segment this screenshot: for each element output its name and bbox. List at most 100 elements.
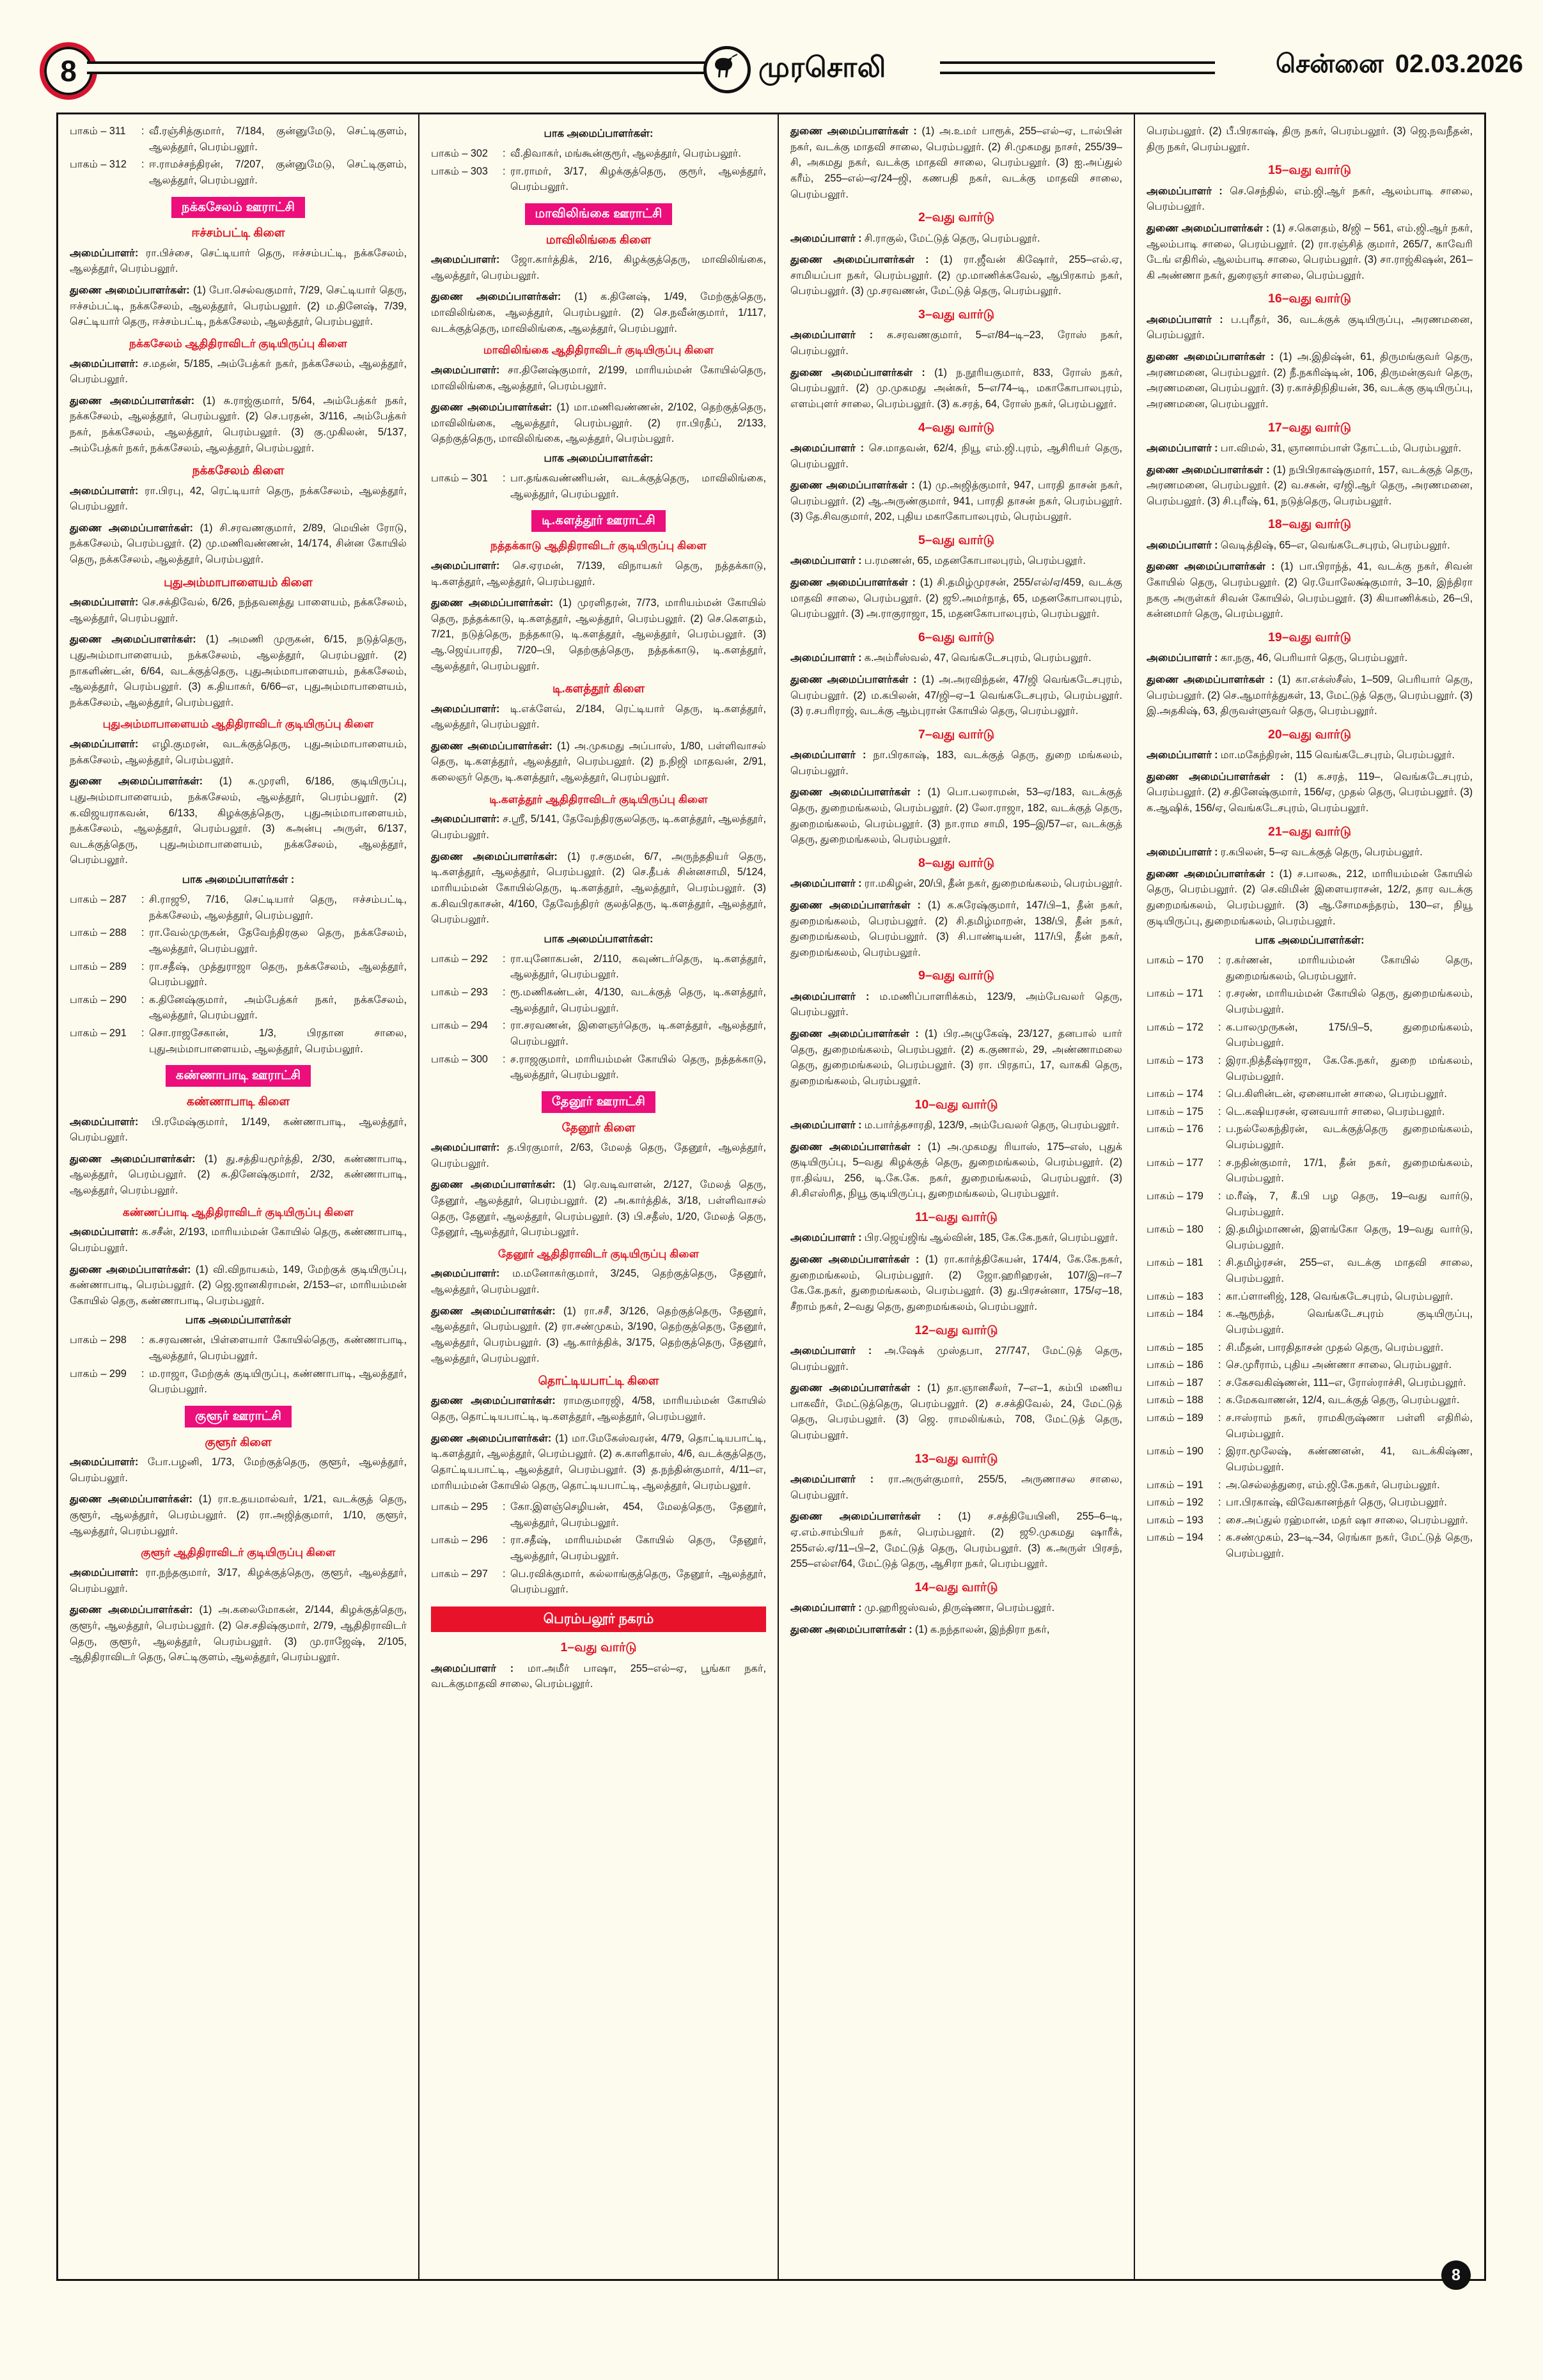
part-colon: : [1218, 1054, 1221, 1066]
part-colon: : [1218, 1190, 1221, 1202]
part-value: செ.முரீராம், புதிய அண்ணா சாலை, பெரம்பலூர… [1226, 1359, 1452, 1371]
part-colon: : [141, 125, 145, 137]
part-colon: : [1218, 988, 1221, 1000]
part-colon: : [1218, 1445, 1221, 1458]
organizer-role-label: அமைப்பாளர் : [431, 1662, 514, 1674]
organizer-paragraph: அமைப்பாளர்: ச.மதன், 5/185, அம்பேத்கர் நக… [70, 357, 407, 385]
organizer-paragraph: அமைப்பாளர்: பி.ரமேஷ்குமார், 1/149, கண்ணா… [70, 1116, 407, 1144]
organizer-role-label: துணை அமைப்பாளர்கள் : [790, 577, 916, 588]
part-colon: : [503, 165, 506, 177]
part-label: பாகம் – 298 [70, 1334, 127, 1346]
part-colon: : [503, 986, 506, 999]
part-label: பாகம் – 191 [1147, 1479, 1203, 1491]
part-colon: : [503, 1567, 506, 1580]
part-entry: பாகம் – 181: சி.தமிழ்ரசன், 255–எ, வடக்கு … [1147, 1255, 1473, 1286]
part-entry: பாகம் – 187: ச.கேசவகிஷ்ணன், 111–எ, ரோஸ்ரா… [1147, 1375, 1473, 1391]
organizer-role-label: துணை அமைப்பாளர்கள்: [70, 634, 196, 646]
organizer-paragraph: துணை அமைப்பாளர்கள் : (1) ரா.கார்த்திகேயன… [790, 1254, 1122, 1312]
organizer-paragraph: துணை அமைப்பாளர்கள் : (1) கா.எக்ஸ்சீஸ், 1… [1147, 673, 1473, 717]
organizer-role-label: துணை அமைப்பாளர்கள்: [431, 1395, 556, 1407]
part-value: ரா.யுனோகபன், 2/110, கவுண்டர்தெரு, டி.களத… [510, 953, 766, 981]
part-value: அ.செல்லத்துரை, எம்.ஜி.கே.நகர், பெரம்பலூர… [1226, 1479, 1440, 1491]
organizer-paragraph: அமைப்பாளர் : ரா.அருள்குமார், 255/5, அருண… [790, 1474, 1122, 1501]
part-label: பாகம் – 171 [1147, 988, 1203, 1000]
part-label: பாகம் – 287 [70, 894, 127, 906]
part-colon: : [141, 894, 145, 906]
part-value: ம.ரீஷ், 7, கீ.பி பழ தெரு, 19–வது வார்டு,… [1226, 1190, 1473, 1218]
part-label: பாகம் – 292 [431, 953, 488, 965]
organizer-role-label: துணை அமைப்பாளர்கள் : [790, 1028, 919, 1039]
part-entry: பாகம் – 179: ம.ரீஷ், 7, கீ.பி பழ தெரு, 19… [1147, 1188, 1473, 1220]
part-organizers-heading: பாக அமைப்பாளர்கள் : [182, 874, 295, 886]
organizer-paragraph: அமைப்பாளர்: க.சசீன், 2/193, மாரியம்மன் க… [70, 1226, 407, 1254]
part-value: சி.ராஜூ, 7/16, செட்டியார் தெரு, ஈச்சம்பட… [149, 894, 407, 921]
part-label: பாகம் – 300 [431, 1053, 488, 1065]
organizer-paragraph: துணை அமைப்பாளர்கள் : (1) பொ.பலராமன், 53–… [790, 786, 1122, 846]
organizer-paragraph: அமைப்பாளர்: ச.ஸ்ரீ, 5/141, தேவேந்திரகுலத… [431, 813, 766, 841]
part-label: பாகம் – 192 [1147, 1497, 1203, 1509]
part-colon: : [503, 472, 506, 485]
organizer-paragraph: துணை அமைப்பாளர்கள்: (1) அ.முகமது அப்பாஸ்… [431, 740, 766, 784]
branch-heading: கண்ணப்பாடி ஆதிதிராவிடர் குடியிருப்பு கிள… [122, 1205, 354, 1218]
organizer-role-label: துணை அமைப்பாளர்கள்: [70, 522, 193, 534]
column-4: பெரம்பலூர். (2) பீ.பிரகாஷ், திரு நகர், ப… [1135, 114, 1484, 2279]
part-entry: பாகம் – 171: ர.சரண், மாரியம்மன் கோயில் தெ… [1147, 986, 1473, 1017]
organizer-role-label: துணை அமைப்பாளர்கள்: [431, 1179, 556, 1191]
part-colon: : [503, 148, 506, 159]
part-colon: : [1218, 1021, 1221, 1033]
branch-heading: மாவிலிங்கை கிளை [545, 232, 652, 246]
part-value: க.சரவணன், பிள்ளையார் கோயில்தெரு, கண்ணாபா… [149, 1334, 407, 1362]
organizer-paragraph: துணை அமைப்பாளர்கள் : (1) ச.பாலகூ, 212, ம… [1147, 867, 1473, 927]
part-organizers-heading: பாக அமைப்பாளர்கள்: [1255, 935, 1365, 947]
part-organizers-heading: பாக அமைப்பாளர்கள்: [544, 453, 654, 465]
part-entry: பாகம் – 299: ம.ராஜா, மேற்குக் குடியிருப்ப… [70, 1366, 407, 1397]
ward-heading: 19–வது வார்டு [1268, 630, 1351, 644]
organizer-paragraph: துணை அமைப்பாளர்கள் : (1) பா.பிராந்த், 41… [1147, 561, 1473, 620]
branch-heading: குளூர் ஆதிதிராவிடர் குடியிருப்பு கிளை [141, 1546, 336, 1559]
organizer-paragraph: துணை அமைப்பாளர்கள்: (1) ரா.சசீ, 3/126, த… [431, 1305, 767, 1364]
branch-heading: நக்கசேலம் ஆதிதிராவிடர் குடியிருப்பு கிளை [129, 336, 347, 350]
organizer-role-label: அமைப்பாளர்: [70, 1116, 139, 1128]
part-colon: : [1218, 1257, 1221, 1269]
part-label: பாகம் – 290 [70, 993, 127, 1006]
organizer-role-label: அமைப்பாளர் : [790, 1232, 862, 1244]
panchayat-banner: டி.களத்தூர் ஊராட்சி [531, 510, 666, 533]
part-label: பாகம் – 188 [1147, 1394, 1203, 1406]
organizer-paragraph: அமைப்பாளர் : ர.கபிலன், 5–ஏ வடக்குத் தெரு… [1147, 846, 1423, 858]
organizer-role-label: அமைப்பாளர் : [790, 1119, 862, 1131]
part-value: சை.அப்துல் ரஹ்மான், மதர் ஷா சாலை, பெரம்ப… [1226, 1514, 1468, 1526]
ward-heading: 13–வது வார்டு [914, 1451, 998, 1466]
part-colon: : [1218, 1497, 1221, 1509]
organizer-paragraph: அமைப்பாளர்: போ.பழனி, 1/73, மேற்குத்தெரு,… [70, 1456, 407, 1484]
part-colon: : [1218, 1412, 1221, 1424]
panchayat-banner: மாவிலிங்கை ஊராட்சி [524, 203, 673, 225]
panchayat-banner: குளூர் ஊராட்சி [184, 1405, 292, 1427]
footer-page-number: 8 [1441, 2260, 1471, 2290]
organizer-role-label: அமைப்பாளர் : [1147, 652, 1218, 664]
part-entry: பாகம் – 293: ரூ.மணிகண்டன், 4/130, வடக்குத… [431, 984, 766, 1016]
part-entry: பாகம் – 173: இரா.நித்தீஷ்ராஜா, கே.கே.நகர்… [1147, 1053, 1473, 1084]
part-label: பாகம் – 187 [1147, 1376, 1203, 1388]
organizer-paragraph: துணை அமைப்பாளர்கள் : (1) ச.சத்தியேயினி, … [790, 1511, 1122, 1570]
organizer-role-label: அமைப்பாளர் : [790, 878, 862, 890]
bull-emblem-icon [703, 46, 751, 93]
town-banner: பெரம்பலூர் நகரம் [431, 1606, 766, 1633]
organizer-paragraph: அமைப்பாளர் : மா.அமீர் பாஷா, 255–எல்–ஏ, ப… [431, 1662, 766, 1690]
part-entry: பாகம் – 194: க.சண்முகம், 23–டி–34, ரெங்கா… [1147, 1530, 1473, 1561]
ward-heading: 1–வது வார்டு [560, 1640, 637, 1655]
part-colon: : [141, 1367, 145, 1380]
organizer-paragraph: துணை அமைப்பாளர்கள்: (1) முரளிதரன், 7/73,… [431, 597, 766, 672]
part-value: பெ.கிளின்டன், ஏனையான் சாலை, பெரம்பலூர். [1226, 1088, 1447, 1100]
organizer-paragraph: துணை அமைப்பாளர்கள்: (1) சி.சரவணகுமார், 2… [70, 522, 407, 566]
organizer-paragraph: அமைப்பாளர் : ப.ரமணன், 65, மதனகோபாலபுரம்,… [790, 555, 1086, 567]
organizer-paragraph: துணை அமைப்பாளர்கள் : (1) அ.அரவிந்தன், 47… [790, 673, 1122, 717]
part-entry: பாகம் – 291: சொ.ராஜசேகான், 1/3, பிரதான சா… [70, 1025, 407, 1057]
branch-heading: டி.களத்தூர் ஆதிதிராவிடர் குடியிருப்பு கி… [489, 792, 708, 805]
part-value: சி.தமிழ்ரசன், 255–எ, வடக்கு மாதவி சாலை, … [1226, 1257, 1473, 1284]
organizer-role-label: துணை அமைப்பாளர்கள்: [70, 394, 195, 407]
organizer-role-label: அமைப்பாளர்: [431, 703, 500, 715]
part-entry: பாகம் – 189: ச.ஈஸ்ராம் நகர், ராமகிருஷ்ணா … [1147, 1410, 1473, 1442]
part-entry: பாகம் – 300: ச.ராஜகுமார், மாரியம்மன் கோயி… [431, 1052, 766, 1083]
part-colon: : [141, 1027, 145, 1039]
